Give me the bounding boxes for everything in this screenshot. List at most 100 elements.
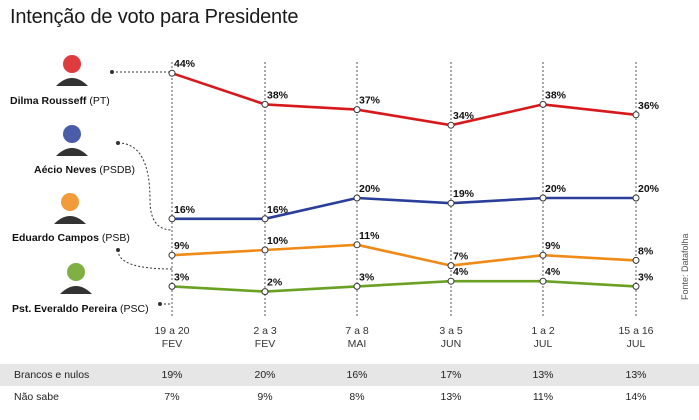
x-tick-month-3: JUN bbox=[441, 338, 461, 350]
table-cell: 7% bbox=[164, 391, 180, 403]
x-tick-3: 3 a 5 bbox=[439, 325, 463, 337]
point-0-3 bbox=[447, 121, 455, 129]
point-3-1 bbox=[261, 288, 269, 296]
point-3-5 bbox=[632, 282, 640, 290]
point-0-2 bbox=[353, 106, 361, 114]
dilma-photo-shoulders-icon bbox=[56, 78, 88, 86]
point-0-5 bbox=[632, 111, 640, 119]
data-label-1-4: 20% bbox=[545, 183, 567, 195]
aecio-photo-shoulders-icon bbox=[56, 148, 88, 156]
x-tick-5: 15 a 16 bbox=[618, 325, 653, 337]
table-cell: 13% bbox=[440, 391, 462, 403]
source-credit: Fonte: Datafolha bbox=[680, 233, 690, 300]
campos-photo-shoulders-icon bbox=[54, 216, 86, 224]
series-line-3 bbox=[171, 279, 637, 293]
legend-name-0: Dilma Rousseff bbox=[10, 95, 89, 107]
table-row-label: Não sabe bbox=[14, 391, 59, 403]
data-label-3-1: 2% bbox=[267, 277, 283, 289]
campos-photo-icon bbox=[61, 193, 79, 211]
point-2-1 bbox=[261, 246, 269, 254]
everaldo-photo-shoulders-icon bbox=[60, 286, 92, 294]
legend-name-2: Eduardo Campos bbox=[12, 232, 102, 244]
data-label-0-2: 37% bbox=[359, 95, 381, 107]
x-tick-month-1: FEV bbox=[255, 338, 275, 350]
data-label-1-5: 20% bbox=[638, 183, 660, 195]
point-1-2 bbox=[353, 194, 361, 202]
x-tick-1: 2 a 3 bbox=[253, 325, 277, 337]
series-line-0 bbox=[171, 71, 637, 127]
data-label-2-0: 9% bbox=[174, 240, 190, 252]
table-cell: 9% bbox=[257, 391, 273, 403]
x-tick-4: 1 a 2 bbox=[531, 325, 555, 337]
data-label-1-3: 19% bbox=[453, 188, 475, 200]
point-0-0 bbox=[168, 69, 176, 77]
legend-label-1: Aécio Neves (PSDB) bbox=[34, 164, 135, 176]
point-2-4 bbox=[539, 251, 547, 259]
data-label-0-0: 44% bbox=[174, 58, 196, 70]
point-0-1 bbox=[261, 100, 269, 108]
legend-name-1: Aécio Neves bbox=[34, 164, 99, 176]
table-cell: 17% bbox=[440, 369, 462, 381]
data-label-1-2: 20% bbox=[359, 183, 381, 195]
data-label-1-0: 16% bbox=[174, 204, 196, 216]
x-tick-month-4: JUL bbox=[534, 338, 553, 350]
legend-party-2: (PSB) bbox=[102, 232, 130, 244]
data-label-1-1: 16% bbox=[267, 204, 289, 216]
data-label-0-4: 38% bbox=[545, 89, 567, 101]
table-row: Brancos e nulos 19% 20% 16% 17% 13% 13% bbox=[0, 364, 699, 386]
data-label-0-3: 34% bbox=[453, 110, 475, 122]
data-label-2-5: 8% bbox=[638, 245, 654, 257]
everaldo-photo-icon bbox=[67, 263, 85, 281]
data-label-2-4: 9% bbox=[545, 240, 561, 252]
table-row: Não sabe 7% 9% 8% 13% 11% 14% bbox=[0, 386, 699, 408]
table-cell: 11% bbox=[532, 391, 554, 403]
legend-party-1: (PSDB) bbox=[99, 164, 135, 176]
table-cell: 13% bbox=[532, 369, 554, 381]
data-label-2-3: 7% bbox=[453, 251, 469, 263]
chart-title: Intenção de voto para Presidente bbox=[10, 6, 299, 28]
legend-label-3: Pst. Everaldo Pereira (PSC) bbox=[12, 303, 149, 315]
point-1-1 bbox=[261, 215, 269, 223]
point-0-4 bbox=[539, 100, 547, 108]
legend-party-3: (PSC) bbox=[120, 303, 149, 315]
aecio-photo-icon bbox=[63, 125, 81, 143]
connector-dot-3 bbox=[158, 302, 162, 306]
data-label-2-2: 11% bbox=[359, 230, 380, 242]
legend-party-0: (PT) bbox=[89, 95, 109, 107]
data-label-3-2: 3% bbox=[359, 271, 375, 283]
point-3-2 bbox=[353, 282, 361, 290]
table-cell: 16% bbox=[346, 369, 368, 381]
table-cell: 13% bbox=[625, 369, 647, 381]
point-2-0 bbox=[168, 251, 176, 259]
connector-dot-0 bbox=[110, 70, 114, 74]
connector-1 bbox=[117, 142, 173, 231]
x-tick-2: 7 a 8 bbox=[345, 325, 369, 337]
point-3-3 bbox=[447, 277, 455, 285]
table-cell: 20% bbox=[254, 369, 276, 381]
point-1-3 bbox=[447, 199, 455, 207]
table-cell: 8% bbox=[349, 391, 365, 403]
x-tick-month-0: FEV bbox=[162, 338, 182, 350]
connector-dot-2 bbox=[116, 248, 120, 252]
x-tick-month-2: MAI bbox=[348, 338, 367, 350]
series-line-2 bbox=[171, 243, 637, 267]
data-label-3-5: 3% bbox=[638, 271, 654, 283]
legend-label-2: Eduardo Campos (PSB) bbox=[12, 232, 130, 244]
point-1-4 bbox=[539, 194, 547, 202]
legend-name-3: Pst. Everaldo Pereira bbox=[12, 303, 120, 315]
legend-label-0: Dilma Rousseff (PT) bbox=[10, 95, 110, 107]
x-tick-0: 19 a 20 bbox=[154, 325, 189, 337]
data-label-0-1: 38% bbox=[267, 89, 289, 101]
point-1-5 bbox=[632, 194, 640, 202]
point-3-4 bbox=[539, 277, 547, 285]
series-line-1 bbox=[172, 196, 636, 221]
table-cell: 19% bbox=[161, 369, 183, 381]
connector-2 bbox=[117, 249, 173, 270]
point-1-0 bbox=[168, 215, 176, 223]
data-label-3-4: 4% bbox=[545, 266, 561, 278]
point-3-0 bbox=[168, 282, 176, 290]
x-tick-month-5: JUL bbox=[627, 338, 646, 350]
data-label-0-5: 36% bbox=[638, 100, 660, 112]
point-2-3 bbox=[447, 262, 455, 270]
